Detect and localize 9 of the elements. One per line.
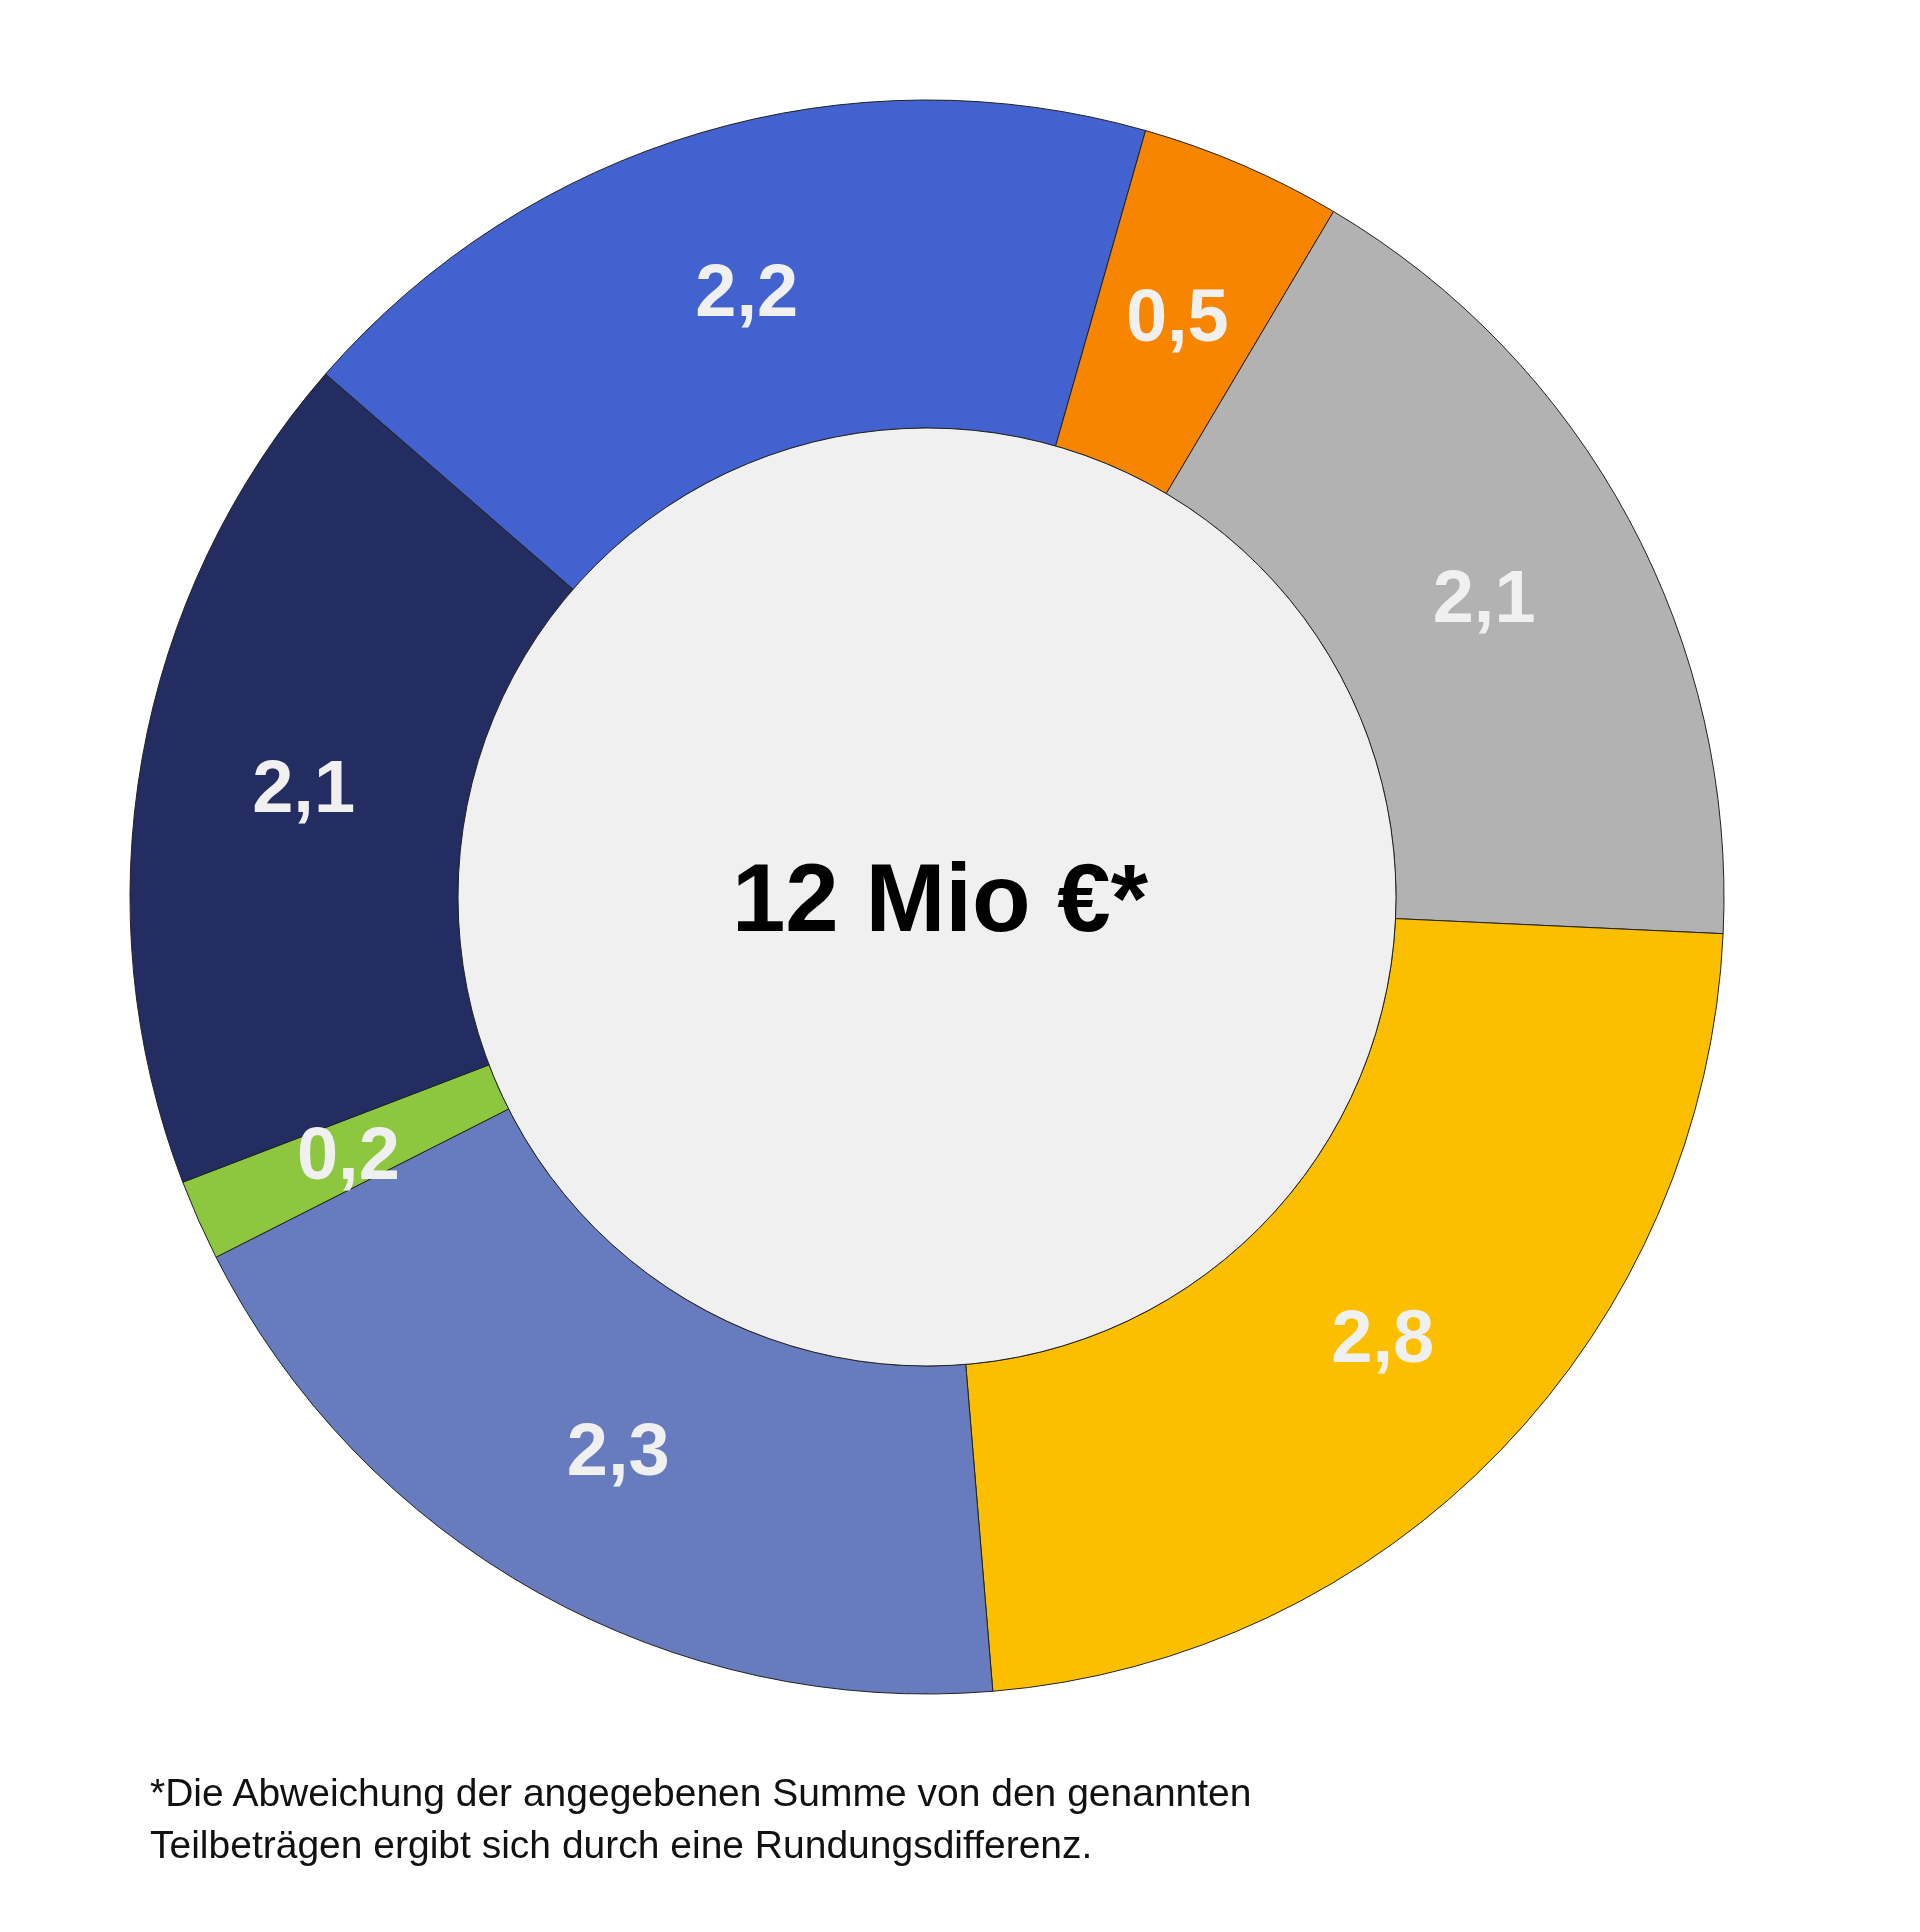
data-label: 2,1	[252, 745, 356, 829]
data-label: 2,2	[695, 248, 799, 332]
data-label: 0,5	[1125, 274, 1229, 358]
data-label: 2,1	[1432, 554, 1536, 638]
data-label: 0,2	[296, 1112, 400, 1196]
text: *Die Abweichung der angegebenen Summe von den genannten Teilbeträgen ergibt sich durch eine Rundungsdifferenz.	[150, 1771, 1252, 1866]
data-label: 2,8	[1331, 1294, 1435, 1378]
data-label: 2,3	[566, 1408, 670, 1492]
text: 12 Mio €*	[731, 843, 1149, 951]
